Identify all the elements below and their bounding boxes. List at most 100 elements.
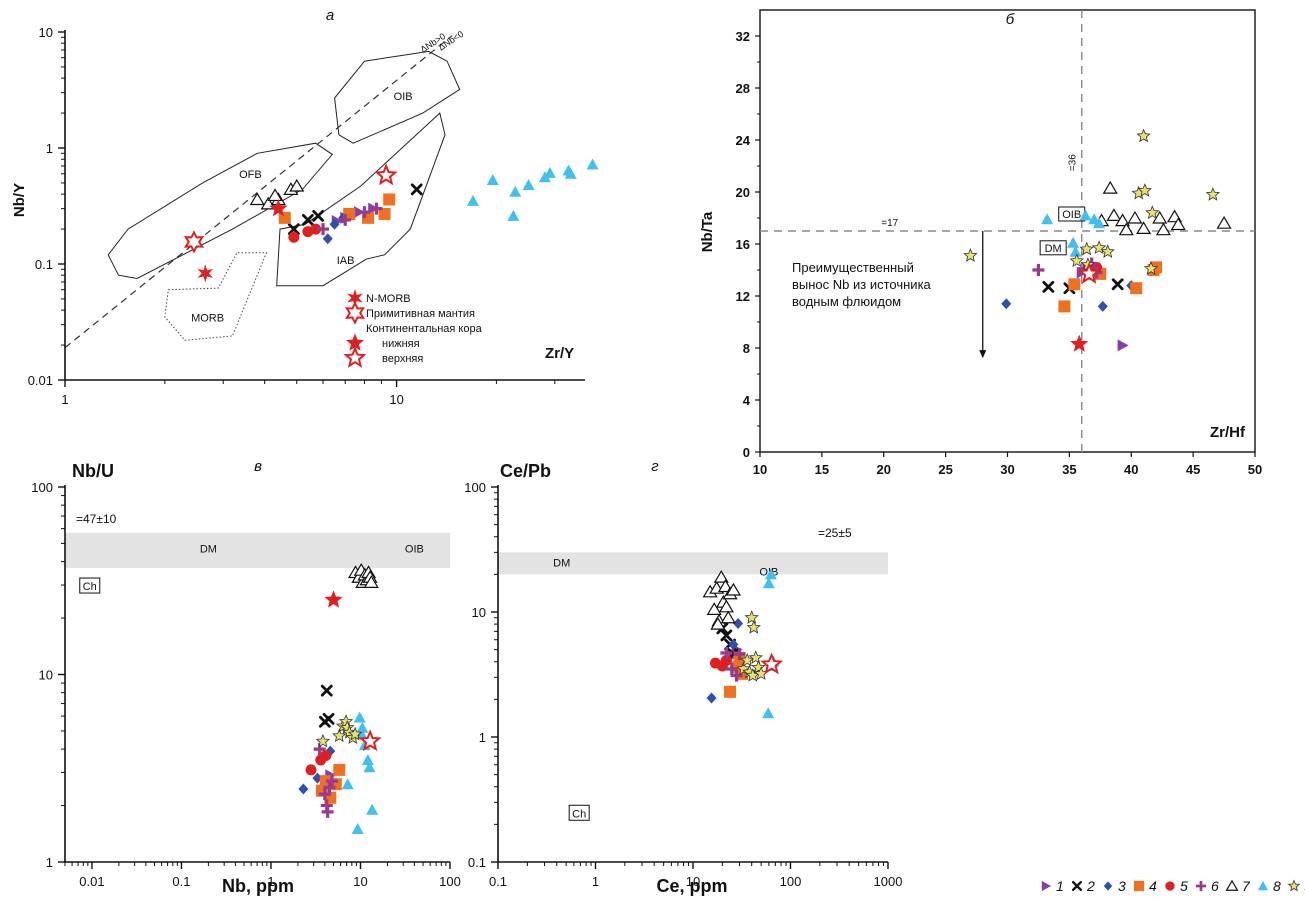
data-point-group-4 [724, 685, 737, 698]
data-point-group-8 [363, 761, 376, 773]
legend-group-4: 4 [1149, 878, 1157, 894]
data-point-group-2 [322, 712, 335, 725]
data-point-group-5 [720, 654, 732, 666]
field-label-iab: IAB [337, 255, 355, 267]
data-point-group-7 [1102, 180, 1118, 194]
axes [64, 30, 585, 381]
data-point-group-4 [1058, 300, 1071, 313]
reference-point-cc_upper [358, 729, 382, 752]
data-point-group-6 [321, 805, 334, 818]
data-point-group-8 [1257, 880, 1269, 891]
data-point-group-7 [1216, 216, 1232, 229]
reference-point-pm [183, 230, 205, 254]
data-point-group-7 [1106, 208, 1122, 221]
y-tick-label: 28 [736, 81, 750, 96]
x-axis-label: Zr/Hf [1210, 424, 1246, 441]
data-point-group-7 [267, 188, 283, 202]
data-point-group-7 [1170, 217, 1186, 231]
data-point-group-2 [410, 183, 423, 196]
x-tick-label: 10 [753, 462, 767, 477]
data-point-group-3 [733, 617, 744, 629]
label-box [1039, 240, 1067, 256]
y-tick-label: 100 [31, 480, 53, 495]
x-tick-label: 0.1 [489, 874, 507, 889]
reference-point-nmorb [197, 264, 214, 283]
data-point-group-4 [383, 193, 396, 206]
data-point-group-9 [347, 726, 363, 741]
data-point-group-4 [378, 207, 391, 220]
data-point-group-7 [1115, 213, 1131, 227]
boxed-label: Ch [572, 808, 586, 820]
x-tick-label: 30 [1000, 462, 1014, 477]
x-tick-label: 10 [389, 392, 403, 407]
legend-nmorb: N-MORB [366, 293, 411, 305]
data-point-group-9 [1143, 261, 1159, 275]
data-point-group-6 [733, 648, 746, 661]
data-point-group-8 [341, 778, 354, 790]
y-tick-label: 0.1 [35, 257, 53, 272]
data-point-group-3 [1097, 300, 1108, 312]
data-point-group-7 [1118, 222, 1134, 236]
x-tick-label: 100 [439, 874, 461, 889]
data-point-group-3 [329, 218, 340, 230]
data-point-group-6 [318, 788, 331, 801]
chart-title: Ce/Pb [500, 461, 551, 481]
y-tick-label: 0.01 [28, 373, 53, 388]
field-label-morb: MORB [191, 312, 224, 324]
data-point-group-3 [1001, 298, 1012, 310]
y-tick-label: 1 [46, 141, 53, 156]
reference-point-pm [344, 301, 366, 325]
data-point-group-6 [317, 223, 330, 236]
y-tick-label: 24 [736, 133, 751, 148]
panel-letter: б [1006, 11, 1015, 28]
x-tick-label: 20 [877, 462, 891, 477]
legend-group-5: 5 [1180, 878, 1188, 894]
data-point-group-9 [332, 728, 347, 743]
data-point-group-3 [728, 638, 739, 650]
x-tick-label: 15 [815, 462, 829, 477]
data-point-group-1 [1041, 880, 1052, 892]
data-point-group-5 [320, 749, 332, 761]
y-tick-label: 8 [743, 341, 750, 356]
data-point-group-1 [1117, 339, 1129, 352]
data-point-group-3 [1103, 881, 1113, 891]
data-point-group-8 [1069, 245, 1082, 257]
field-label-oib: OIB [394, 91, 413, 103]
data-point-group-8 [586, 158, 599, 170]
data-point-group-9 [1079, 241, 1094, 256]
field-morb [164, 252, 268, 341]
annotation-line: Преимущественный [792, 260, 914, 275]
x-tick-label: 10 [686, 874, 700, 889]
y-axis-label: Nb/Ta [699, 211, 716, 252]
label-box [568, 804, 590, 821]
data-point-group-5 [305, 764, 317, 776]
data-point-group-9 [963, 248, 978, 262]
data-point-group-3 [706, 692, 717, 704]
y-tick-label: 10 [39, 25, 53, 40]
data-point-group-6 [1195, 880, 1207, 892]
label-box [79, 577, 101, 594]
data-point-group-4 [1068, 278, 1081, 291]
reference-point-cc_lower [346, 333, 364, 351]
data-point-group-6 [370, 202, 383, 215]
x-tick-label: 10 [353, 874, 367, 889]
data-point-group-3 [298, 783, 309, 795]
data-point-group-6 [1032, 264, 1045, 276]
data-point-group-2 [287, 223, 300, 235]
y-tick-label: 12 [736, 289, 750, 304]
data-point-group-7 [713, 569, 729, 583]
data-point-group-9 [1287, 879, 1301, 892]
data-point-group-8 [764, 568, 777, 580]
legend-group-1: 1 [1056, 878, 1064, 894]
data-point-group-8 [1067, 236, 1080, 248]
field-oib [334, 50, 461, 144]
data-point-group-9 [315, 733, 331, 748]
x-tick-label: 50 [1248, 462, 1262, 477]
data-point-group-8 [509, 185, 522, 197]
reference-band [498, 552, 888, 575]
data-point-group-2 [720, 629, 733, 642]
legend-group-6: 6 [1211, 878, 1219, 894]
x-axis-label: Zr/Y [545, 345, 574, 362]
